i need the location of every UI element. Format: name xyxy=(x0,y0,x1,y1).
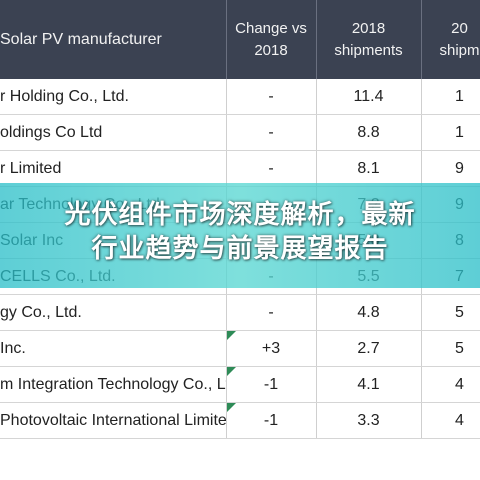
change-cell: -1 xyxy=(226,366,317,403)
manufacturer-cell: Inc. xyxy=(0,330,227,367)
article-title-line1: 光伏组件市场深度解析，最新 xyxy=(64,200,416,230)
manufacturer-cell: oldings Co Ltd xyxy=(0,114,227,151)
manufacturer-cell: Photovoltaic International Limited xyxy=(0,402,227,439)
partial-cell: 4 xyxy=(421,402,480,439)
header-2018-line2: shipments xyxy=(334,41,403,59)
change-flag-icon xyxy=(226,367,236,376)
partial-cell: 5 xyxy=(421,294,480,331)
table-row: r Holding Co., Ltd. -11.4 1 xyxy=(0,79,480,115)
table-row: r Limited -8.1 9 xyxy=(0,150,480,187)
change-cell: -1 xyxy=(226,402,317,439)
partial-cell: 4 xyxy=(421,366,480,403)
table-row: m Integration Technology Co., Ltd. -1 4.1 4 xyxy=(0,366,480,403)
partial-cell: 9 xyxy=(421,150,480,187)
table-header-row: Solar PV manufacturer Change vs 2018 201… xyxy=(0,0,480,79)
partial-cell: 1 xyxy=(421,79,480,115)
shipments-2018-cell: 3.3 xyxy=(316,402,422,439)
manufacturer-cell: gy Co., Ltd. xyxy=(0,294,227,331)
partial-cell: 5 xyxy=(421,330,480,367)
shipments-2018-cell: 11.4 xyxy=(316,79,422,115)
header-change: Change vs 2018 xyxy=(226,0,317,79)
change-cell: - xyxy=(226,150,317,187)
manufacturer-cell: m Integration Technology Co., Ltd. xyxy=(0,366,227,403)
shipments-2018-cell: 4.1 xyxy=(316,366,422,403)
header-manufacturer: Solar PV manufacturer xyxy=(0,0,227,79)
change-cell: - xyxy=(226,114,317,151)
header-2018-line1: 2018 xyxy=(351,19,386,37)
manufacturer-cell: r Holding Co., Ltd. xyxy=(0,79,227,115)
header-change-line1: Change vs xyxy=(235,19,307,37)
change-flag-icon xyxy=(226,331,236,340)
article-title-line2: 行业趋势与前景展望报告 xyxy=(91,234,389,264)
table-row: Inc. +3 2.7 5 xyxy=(0,330,480,367)
change-flag-icon xyxy=(226,403,236,412)
change-cell: - xyxy=(226,294,317,331)
header-2018-shipments: 2018 shipments xyxy=(316,0,422,79)
header-partial: 20 shipm xyxy=(421,0,480,79)
table-row: Photovoltaic International Limited -1 3.3 4 xyxy=(0,402,480,439)
shipments-2018-cell: 4.8 xyxy=(316,294,422,331)
header-change-line2: 2018 xyxy=(254,41,288,59)
article-title[interactable]: 光伏组件市场深度解析，最新 行业趋势与前景展望报告 xyxy=(0,198,480,266)
table-row: gy Co., Ltd. -4.8 5 xyxy=(0,294,480,331)
shipments-2018-cell: 8.1 xyxy=(316,150,422,187)
header-partial-line1: 20 xyxy=(451,19,468,37)
partial-cell: 1 xyxy=(421,114,480,151)
shipments-2018-cell: 2.7 xyxy=(316,330,422,367)
change-cell: +3 xyxy=(226,330,317,367)
manufacturer-cell: r Limited xyxy=(0,150,227,187)
table-row: oldings Co Ltd -8.8 1 xyxy=(0,114,480,151)
change-cell: - xyxy=(226,79,317,115)
header-partial-line2: shipm xyxy=(439,41,480,59)
bottom-fade xyxy=(0,440,480,480)
shipments-2018-cell: 8.8 xyxy=(316,114,422,151)
title-overlay-band xyxy=(0,183,480,288)
